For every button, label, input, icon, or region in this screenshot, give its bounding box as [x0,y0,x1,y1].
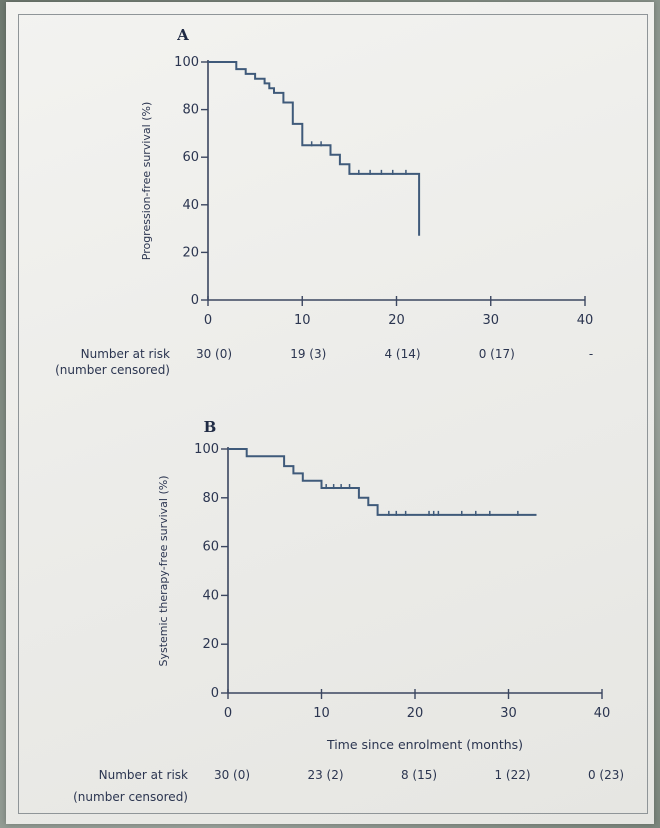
y-tick-label: 100 [174,55,199,70]
risk-table-value: 30 (0) [196,347,232,361]
x-tick-label: 30 [482,313,499,328]
risk-table-label: Number at risk [99,768,188,782]
y-tick-label: 60 [202,540,219,555]
risk-table-value: 0 (23) [588,768,624,782]
risk-table-value: 19 (3) [290,347,326,361]
x-tick-label: 40 [577,313,594,328]
risk-table-value: 0 (17) [479,347,515,361]
y-tick-label: 0 [191,293,199,308]
x-tick-label: 10 [294,313,311,328]
x-tick-label: 30 [500,706,517,721]
y-tick-label: 0 [211,686,219,701]
panel-letter: B [204,418,217,436]
x-tick-label: 0 [204,313,212,328]
risk-table-value: 1 (22) [494,768,530,782]
risk-table-value: 30 (0) [214,768,250,782]
y-tick-label: 40 [202,588,219,603]
y-axis-title: Systemic therapy-free survival (%) [157,475,170,666]
x-tick-label: 10 [313,706,330,721]
panel-letter: A [176,26,189,44]
survival-curve [208,61,421,236]
risk-table-value: 8 (15) [401,768,437,782]
risk-table-label: Number at risk [81,347,170,361]
y-axis-title: Progression-free survival (%) [140,102,153,261]
y-tick-label: 100 [194,442,219,457]
risk-table-value: 4 (14) [384,347,420,361]
risk-table-sublabel: (number censored) [73,790,188,804]
y-tick-label: 60 [182,150,199,165]
x-tick-label: 20 [407,706,424,721]
figure-frame [18,14,648,814]
risk-table-value: 23 (2) [307,768,343,782]
x-tick-label: 40 [594,706,611,721]
y-tick-label: 80 [182,103,199,118]
y-tick-label: 40 [182,198,199,213]
paper-page [6,2,654,824]
y-tick-label: 80 [202,491,219,506]
x-axis-title: Time since enrolment (months) [326,737,523,752]
risk-table-value: - [589,347,593,361]
y-tick-label: 20 [182,245,199,260]
x-tick-label: 0 [224,706,232,721]
x-tick-label: 20 [388,313,405,328]
survival-curve [228,448,537,516]
risk-table-sublabel: (number censored) [55,363,170,377]
y-tick-label: 20 [202,637,219,652]
